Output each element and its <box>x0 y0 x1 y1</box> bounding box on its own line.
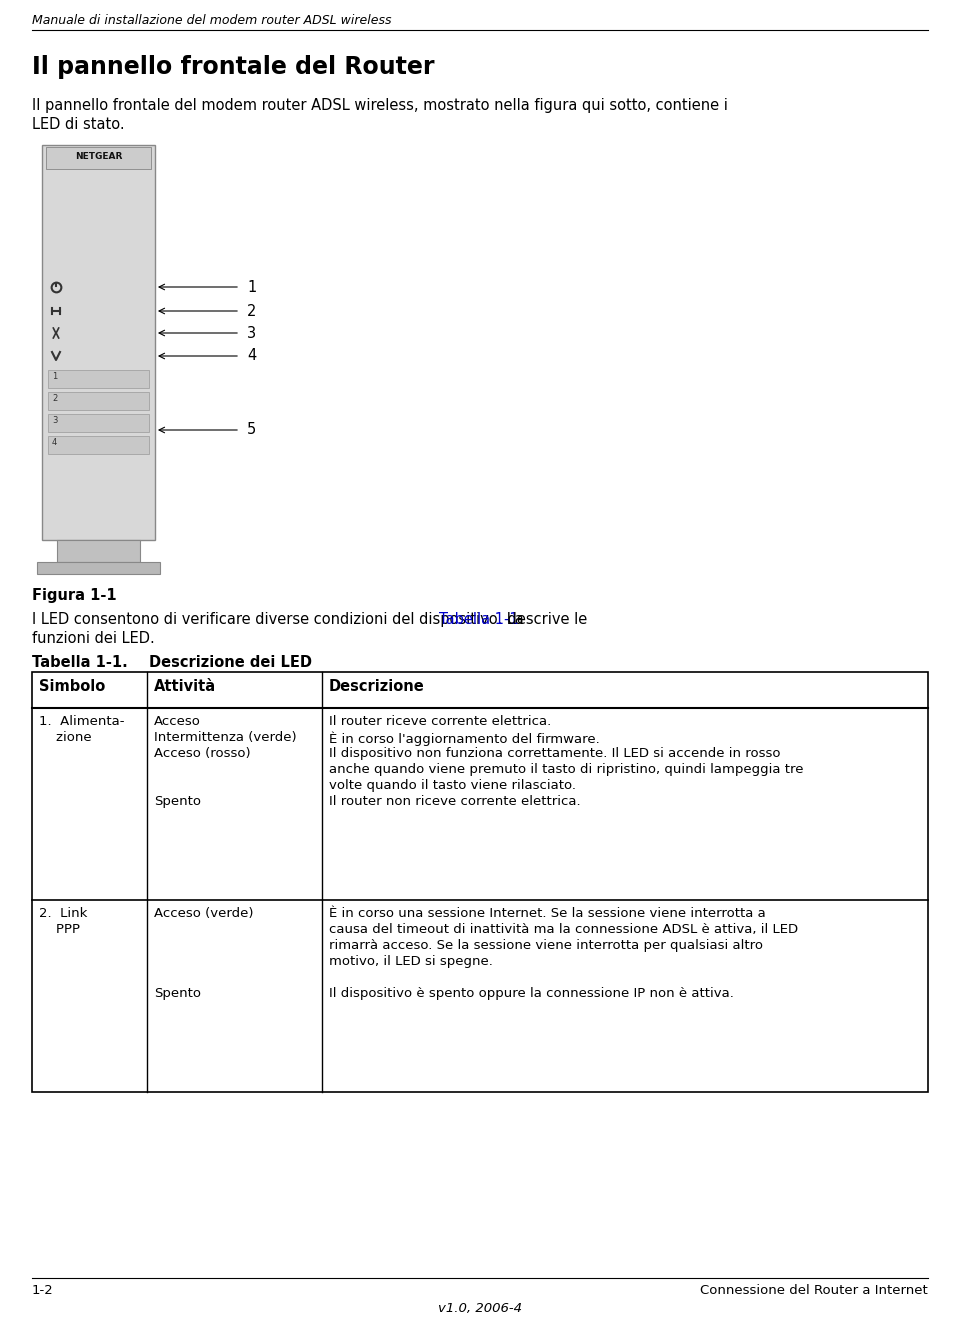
Text: Spento: Spento <box>154 987 201 1000</box>
Text: Il router non riceve corrente elettrica.: Il router non riceve corrente elettrica. <box>329 795 581 808</box>
Text: Acceso: Acceso <box>154 716 201 727</box>
Text: rimarrà acceso. Se la sessione viene interrotta per qualsiasi altro: rimarrà acceso. Se la sessione viene int… <box>329 939 763 951</box>
Text: Spento: Spento <box>154 795 201 808</box>
Text: Tabella 1-1: Tabella 1-1 <box>440 612 519 627</box>
Text: PPP: PPP <box>39 924 80 935</box>
Text: Tabella 1-1.: Tabella 1-1. <box>32 655 128 670</box>
Bar <box>48 413 149 432</box>
Text: 4: 4 <box>247 348 256 363</box>
Text: causa del timeout di inattività ma la connessione ADSL è attiva, il LED: causa del timeout di inattività ma la co… <box>329 924 798 935</box>
Text: 2: 2 <box>247 303 256 318</box>
Text: NETGEAR: NETGEAR <box>75 148 122 158</box>
Text: 2: 2 <box>52 394 58 403</box>
Bar <box>42 144 155 541</box>
Text: descrive le: descrive le <box>503 612 588 627</box>
Text: Connessione del Router a Internet: Connessione del Router a Internet <box>700 1284 928 1297</box>
Text: NETGEAR: NETGEAR <box>75 152 122 162</box>
Text: volte quando il tasto viene rilasciato.: volte quando il tasto viene rilasciato. <box>329 779 576 792</box>
Bar <box>48 392 149 409</box>
Text: È in corso una sessione Internet. Se la sessione viene interrotta a: È in corso una sessione Internet. Se la … <box>329 908 766 920</box>
Text: Manuale di installazione del modem router ADSL wireless: Manuale di installazione del modem route… <box>32 15 392 26</box>
Text: È in corso l'aggiornamento del firmware.: È in corso l'aggiornamento del firmware. <box>329 731 600 746</box>
Text: Descrizione dei LED: Descrizione dei LED <box>108 655 312 670</box>
Bar <box>48 436 149 454</box>
Text: 5: 5 <box>247 423 256 437</box>
Text: 3: 3 <box>52 416 58 425</box>
Text: anche quando viene premuto il tasto di ripristino, quindi lampeggia tre: anche quando viene premuto il tasto di r… <box>329 763 804 776</box>
Text: Il pannello frontale del modem router ADSL wireless, mostrato nella figura qui s: Il pannello frontale del modem router AD… <box>32 98 728 113</box>
Bar <box>46 147 151 170</box>
Text: motivo, il LED si spegne.: motivo, il LED si spegne. <box>329 955 492 969</box>
Text: Descrizione: Descrizione <box>329 678 424 694</box>
Bar <box>57 541 140 562</box>
Text: Il dispositivo è spento oppure la connessione IP non è attiva.: Il dispositivo è spento oppure la connes… <box>329 987 733 1000</box>
Text: I LED consentono di verificare diverse condizioni del dispositivo. La: I LED consentono di verificare diverse c… <box>32 612 528 627</box>
Bar <box>37 562 160 574</box>
Text: 1-2: 1-2 <box>32 1284 54 1297</box>
Text: Simbolo: Simbolo <box>39 678 106 694</box>
Text: funzioni dei LED.: funzioni dei LED. <box>32 631 155 647</box>
Text: Acceso (rosso): Acceso (rosso) <box>154 747 251 761</box>
Text: Attività: Attività <box>154 678 216 694</box>
Text: Intermittenza (verde): Intermittenza (verde) <box>154 731 297 745</box>
Text: 1: 1 <box>52 372 58 382</box>
Bar <box>48 370 149 388</box>
Text: 3: 3 <box>247 326 256 341</box>
Text: LED di stato.: LED di stato. <box>32 117 125 132</box>
Bar <box>32 672 928 1092</box>
Text: Il dispositivo non funziona correttamente. Il LED si accende in rosso: Il dispositivo non funziona correttament… <box>329 747 780 761</box>
Text: 1.  Alimenta-: 1. Alimenta- <box>39 716 125 727</box>
Text: 4: 4 <box>52 439 58 447</box>
Text: v1.0, 2006-4: v1.0, 2006-4 <box>438 1302 522 1314</box>
Text: zione: zione <box>39 731 91 745</box>
Text: Il router riceve corrente elettrica.: Il router riceve corrente elettrica. <box>329 716 551 727</box>
Text: 1: 1 <box>247 280 256 294</box>
Text: Figura 1-1: Figura 1-1 <box>32 588 116 603</box>
Text: 2.  Link: 2. Link <box>39 908 87 920</box>
Text: Il pannello frontale del Router: Il pannello frontale del Router <box>32 56 435 80</box>
Text: Acceso (verde): Acceso (verde) <box>154 908 253 920</box>
